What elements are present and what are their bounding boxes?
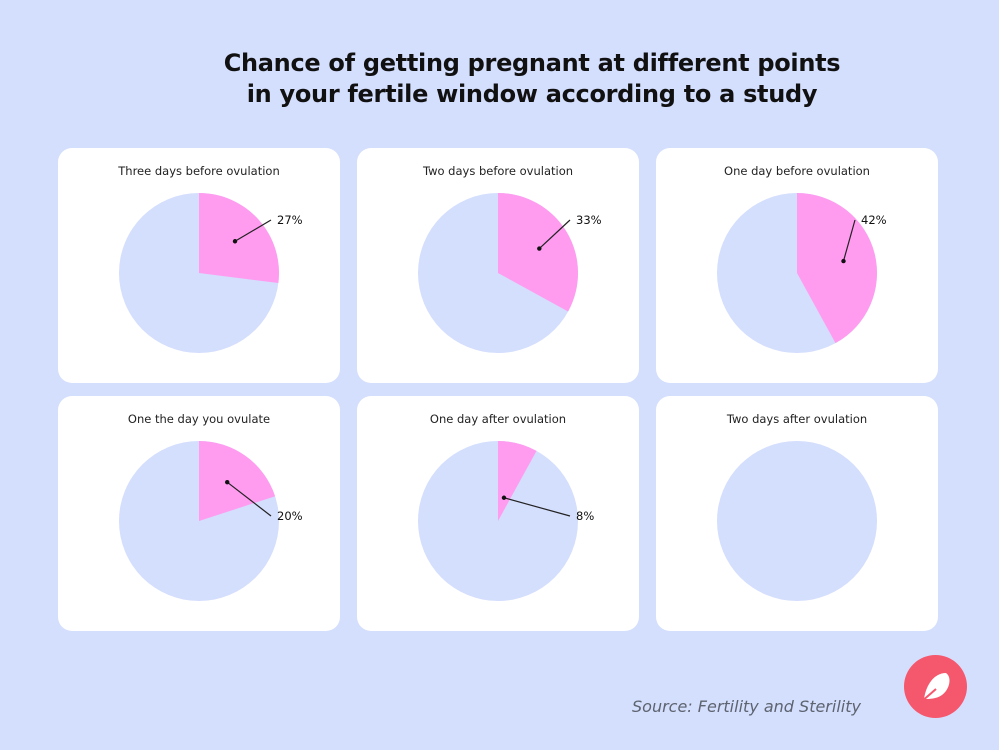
feather-icon xyxy=(920,673,950,703)
pie-chart: 20% xyxy=(119,441,303,601)
title-line-1: Chance of getting pregnant at different … xyxy=(223,49,841,77)
pie-chart: 33% xyxy=(418,193,602,353)
leader-line xyxy=(842,219,856,262)
pie-slice-highlight xyxy=(797,193,878,344)
leader-dot xyxy=(225,479,230,485)
pie-slice-highlight xyxy=(199,441,276,521)
pie-card: One day after ovulation 8% xyxy=(357,396,639,631)
pie-card: Two days before ovulation 33% xyxy=(357,148,639,383)
data-label: 42% xyxy=(861,213,887,227)
data-label: 33% xyxy=(576,213,602,227)
pie-slice-highlight xyxy=(498,441,537,521)
pie-chart: 42% xyxy=(717,193,887,353)
pie-title: One the day you ovulate xyxy=(127,412,271,426)
data-label: 27% xyxy=(277,213,303,227)
leader-dot xyxy=(841,258,846,264)
pie-slice-highlight xyxy=(199,193,279,284)
pie-title: One day after ovulation xyxy=(429,412,567,426)
pie-title: One day before ovulation xyxy=(724,164,870,178)
leader-line xyxy=(503,497,571,517)
source-note: Source: Fertility and Sterility xyxy=(632,697,861,716)
data-label: 8% xyxy=(576,509,594,523)
data-label: 20% xyxy=(277,509,303,523)
pie-title: Two days after ovulation xyxy=(726,412,868,426)
title-line-2: in your fertile window according to a st… xyxy=(246,80,818,108)
pie-title: Two days before ovulation xyxy=(422,164,574,178)
leader-dot xyxy=(537,246,542,251)
leader-dot xyxy=(501,495,507,500)
pie-slice-rest xyxy=(717,441,877,601)
brand-logo xyxy=(904,655,967,718)
pie-card: One day before ovulation 42% xyxy=(656,148,938,383)
pie-card: One the day you ovulate 20% xyxy=(58,396,340,631)
pie-slice-highlight xyxy=(498,193,578,312)
pie-chart: 8% xyxy=(418,441,594,601)
leader-dot xyxy=(232,239,238,244)
page-title: Chance of getting pregnant at different … xyxy=(0,48,999,110)
pie-chart: 0% xyxy=(717,441,877,601)
leader-line xyxy=(538,219,571,250)
pie-card: Two days after ovulation 0% xyxy=(656,396,938,631)
leader-line xyxy=(226,481,272,517)
pie-chart: 27% xyxy=(119,193,303,353)
pie-title: Three days before ovulation xyxy=(118,164,280,178)
pie-card: Three days before ovulation 27% xyxy=(58,148,340,383)
leader-line xyxy=(234,219,272,242)
